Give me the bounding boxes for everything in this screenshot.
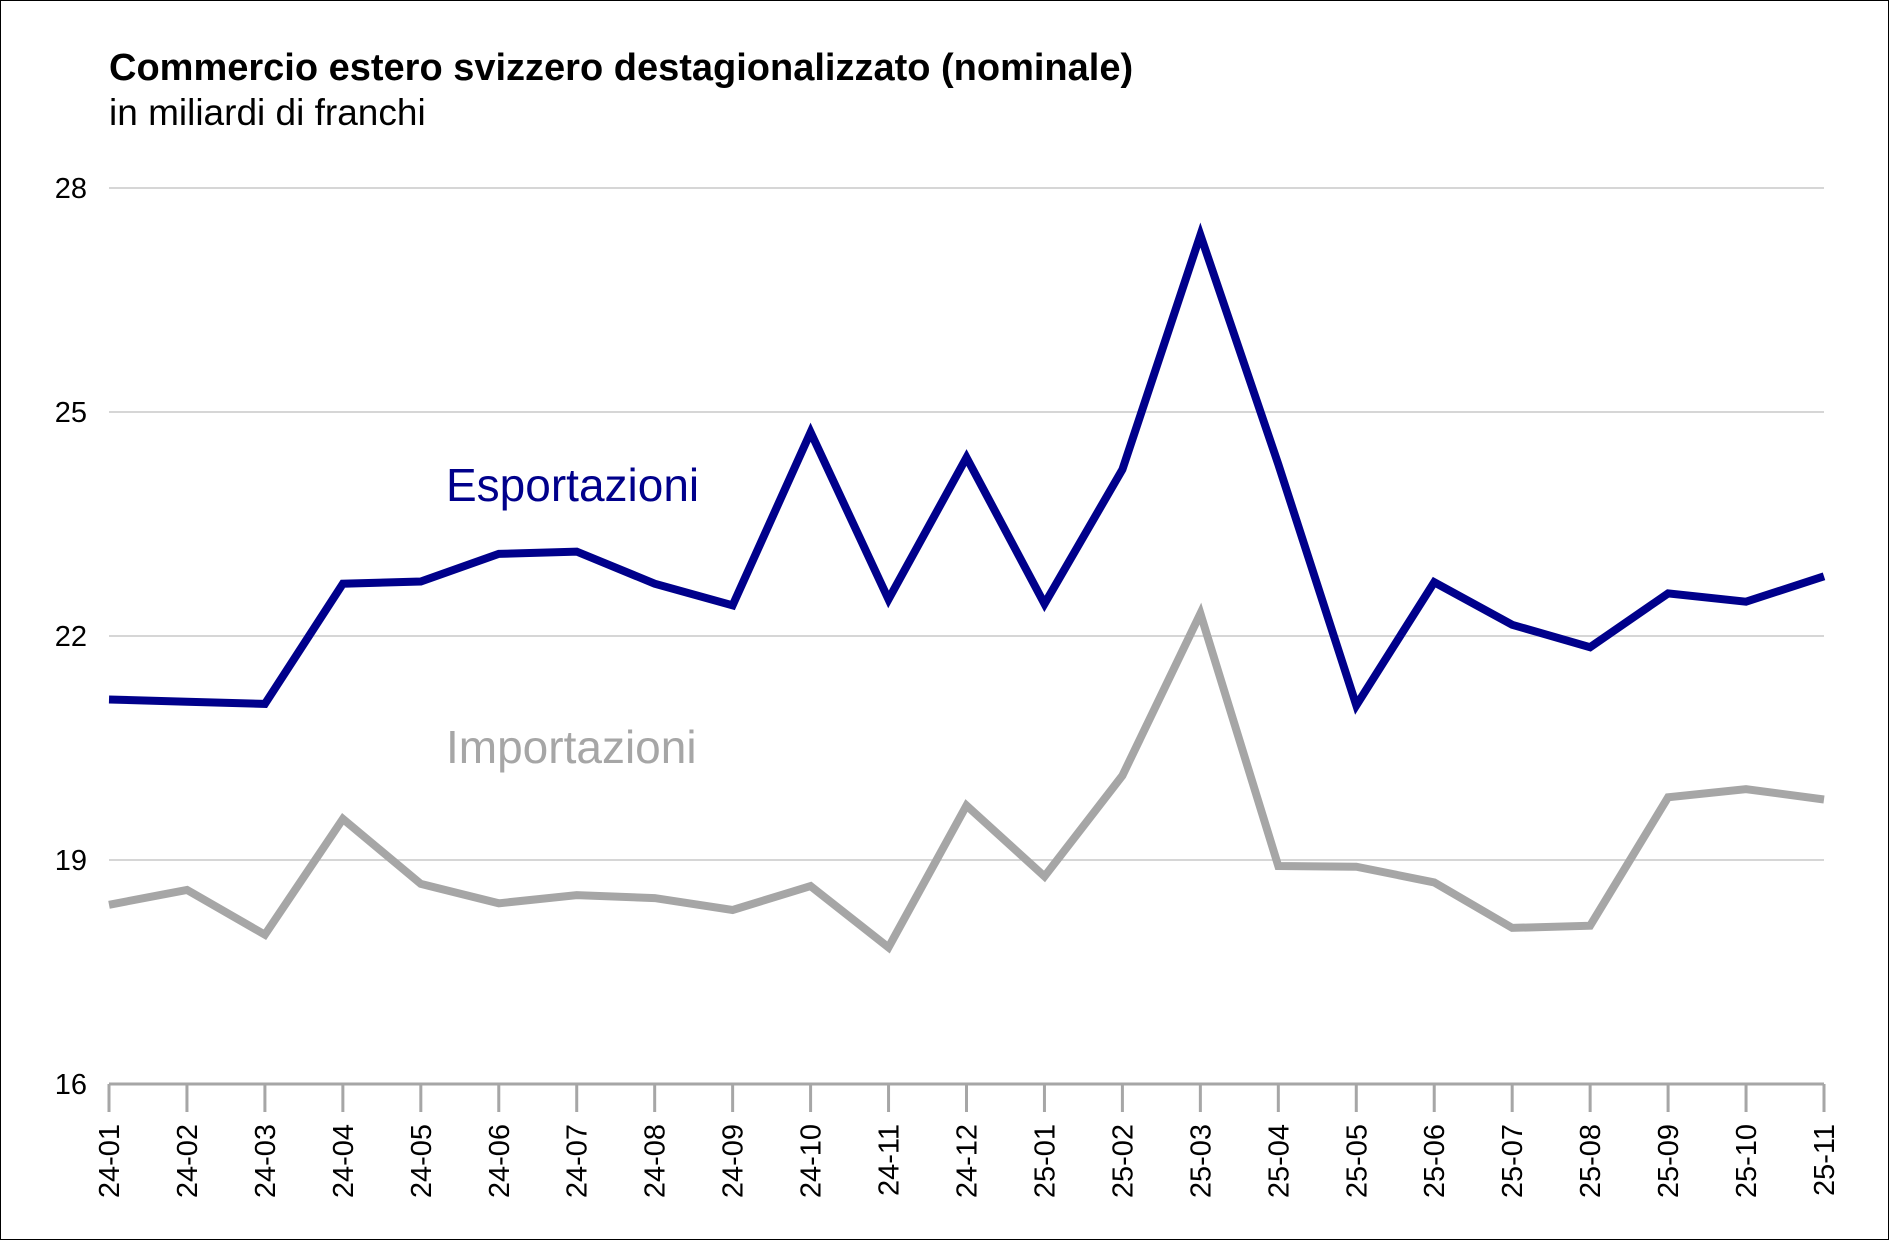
- x-tick-label-25-10: 25-10: [1731, 1124, 1763, 1198]
- x-axis: [109, 1084, 1824, 1112]
- x-tick-label-25-06: 25-06: [1419, 1124, 1451, 1198]
- x-tick-label-25-02: 25-02: [1107, 1124, 1139, 1198]
- x-tick-label-25-01: 25-01: [1029, 1124, 1061, 1198]
- y-tick-label-16: 16: [55, 1069, 87, 1101]
- x-tick-label-24-08: 24-08: [640, 1124, 672, 1198]
- chart-subtitle: in miliardi di franchi: [109, 92, 426, 133]
- x-tick-label-24-03: 24-03: [250, 1124, 282, 1198]
- y-tick-label-19: 19: [55, 845, 87, 877]
- x-tick-label-25-11: 25-11: [1809, 1124, 1841, 1196]
- series-lines: [109, 235, 1824, 948]
- x-tick-label-24-12: 24-12: [952, 1124, 984, 1198]
- x-tick-label-24-11: 24-11: [874, 1124, 906, 1196]
- x-tick-label-24-04: 24-04: [328, 1124, 360, 1198]
- x-tick-label-24-05: 24-05: [406, 1124, 438, 1198]
- x-tick-label-24-06: 24-06: [484, 1124, 516, 1198]
- chart-title: Commercio estero svizzero destagionalizz…: [109, 47, 1133, 89]
- x-axis-tick-labels: 24-01 24-02 24-03 24-04 24-05 24-06 24-07 24-08…: [94, 1124, 1841, 1198]
- y-tick-label-28: 28: [55, 173, 87, 205]
- x-tick-label-25-08: 25-08: [1575, 1124, 1607, 1198]
- y-axis-tick-labels: 16 19 22 25 28: [55, 173, 87, 1101]
- series-label-importazioni: Importazioni: [446, 721, 697, 773]
- series-line-esportazioni: [109, 235, 1824, 705]
- series-line-importazioni: [109, 614, 1824, 948]
- x-tick-label-25-04: 25-04: [1263, 1124, 1295, 1198]
- series-label-esportazioni: Esportazioni: [446, 459, 699, 511]
- x-tick-label-25-05: 25-05: [1341, 1124, 1373, 1198]
- x-tick-label-24-07: 24-07: [562, 1124, 594, 1198]
- gridlines: [109, 188, 1824, 860]
- x-tick-label-24-09: 24-09: [718, 1124, 750, 1198]
- x-tick-label-24-10: 24-10: [796, 1124, 828, 1198]
- y-tick-label-25: 25: [55, 397, 87, 429]
- x-tick-label-24-01: 24-01: [94, 1124, 126, 1198]
- series-labels: Esportazioni Importazioni: [446, 459, 699, 773]
- x-tick-label-24-02: 24-02: [172, 1124, 204, 1198]
- y-tick-label-22: 22: [55, 621, 87, 653]
- x-tick-label-25-07: 25-07: [1497, 1124, 1529, 1198]
- x-tick-label-25-09: 25-09: [1653, 1124, 1685, 1198]
- x-tick-label-25-03: 25-03: [1185, 1124, 1217, 1198]
